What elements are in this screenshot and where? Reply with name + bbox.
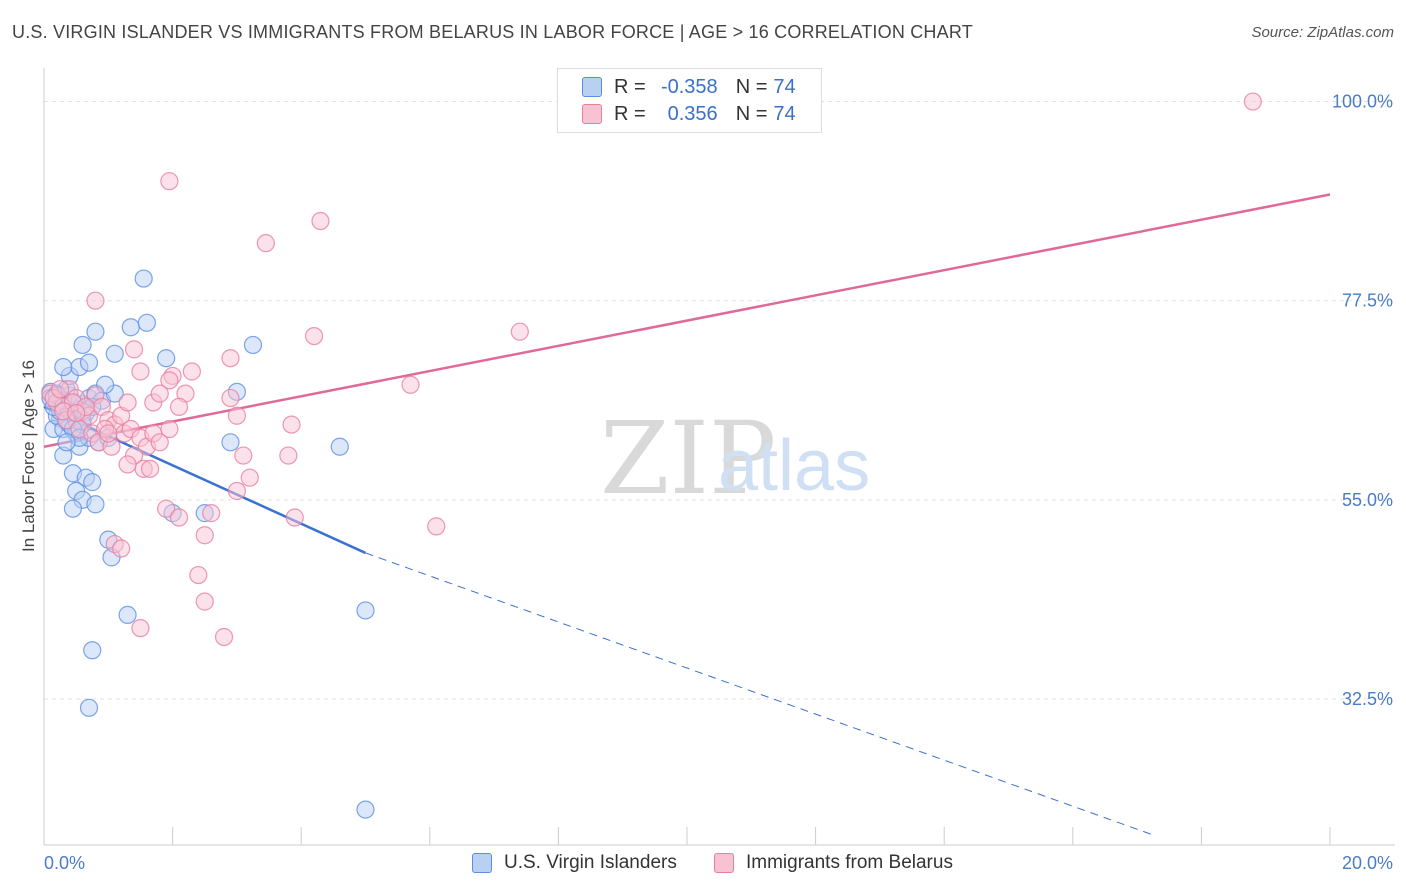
point-belarus xyxy=(140,459,160,478)
bottom-legend-label: U.S. Virgin Islanders xyxy=(504,852,677,873)
point-virgin-islanders xyxy=(134,269,153,288)
point-belarus xyxy=(118,455,137,474)
point-belarus xyxy=(112,539,131,558)
point-belarus xyxy=(227,406,246,425)
point-belarus xyxy=(221,388,240,408)
point-belarus xyxy=(160,172,179,191)
point-virgin-islanders xyxy=(356,601,375,620)
correlation-legend: R = -0.358 N = 74 R = 0.356 N = 74 xyxy=(557,68,822,133)
legend-n-value: 74 xyxy=(773,102,796,125)
chart-title: U.S. VIRGIN ISLANDER VS IMMIGRANTS FROM … xyxy=(12,22,973,42)
point-virgin-islanders xyxy=(54,357,73,377)
point-virgin-islanders xyxy=(79,698,99,717)
point-belarus xyxy=(202,504,221,523)
point-virgin-islanders xyxy=(121,318,140,337)
axes xyxy=(43,68,1395,846)
point-belarus xyxy=(50,380,70,399)
y-tick-label: 77.5% xyxy=(1342,291,1393,311)
legend-n-label: N = xyxy=(735,75,768,98)
point-virgin-islanders xyxy=(330,437,349,456)
point-belarus xyxy=(510,322,529,341)
point-belarus xyxy=(282,415,301,434)
watermark-atlas: atlas xyxy=(718,426,870,506)
point-virgin-islanders xyxy=(86,495,105,514)
point-belarus xyxy=(131,362,150,381)
point-belarus xyxy=(427,517,446,536)
trend-line-virgin-islanders-extrapolated xyxy=(365,552,1157,837)
point-belarus xyxy=(279,446,298,465)
point-belarus xyxy=(131,619,150,638)
point-belarus xyxy=(169,508,189,527)
tick-labels: 32.5% 55.0% 77.5% 100.0% 0.0% 20.0% xyxy=(44,92,1393,873)
point-belarus xyxy=(150,384,169,403)
point-virgin-islanders xyxy=(79,353,99,372)
point-belarus xyxy=(285,508,304,527)
point-belarus xyxy=(214,627,234,647)
legend-swatch-pink xyxy=(582,104,602,124)
point-belarus xyxy=(169,397,189,416)
y-tick-label: 32.5% xyxy=(1342,689,1393,709)
point-virgin-islanders xyxy=(57,433,76,452)
point-virgin-islanders xyxy=(118,605,137,624)
legend-swatch-blue xyxy=(582,77,602,97)
legend-r-label: R = xyxy=(614,75,646,98)
legend-n-label: N = xyxy=(735,102,768,125)
point-virgin-islanders xyxy=(63,499,83,518)
point-virgin-islanders xyxy=(83,473,102,492)
point-virgin-islanders xyxy=(356,800,375,819)
y-tick-label: 55.0% xyxy=(1342,490,1393,510)
y-tick-label: 100.0% xyxy=(1332,92,1393,112)
point-belarus xyxy=(256,234,275,253)
point-belarus xyxy=(189,565,208,585)
legend-r-label: R = xyxy=(614,102,646,125)
point-belarus xyxy=(118,393,137,412)
point-virgin-islanders xyxy=(157,349,176,368)
point-belarus xyxy=(1243,92,1262,111)
bottom-legend-belarus: Immigrants from Belarus xyxy=(714,852,953,874)
point-belarus xyxy=(234,446,253,465)
point-virgin-islanders xyxy=(73,335,92,355)
data-points xyxy=(41,92,1262,819)
legend-n-value: 74 xyxy=(773,75,796,98)
point-belarus xyxy=(157,499,176,518)
point-virgin-islanders xyxy=(83,641,102,660)
point-belarus xyxy=(195,592,214,611)
point-belarus xyxy=(240,468,259,487)
trend-line-belarus xyxy=(43,193,1331,448)
point-belarus xyxy=(67,403,86,423)
legend-r-value: -0.358 xyxy=(660,75,718,98)
point-belarus xyxy=(99,424,118,443)
point-virgin-islanders xyxy=(105,344,124,363)
point-virgin-islanders xyxy=(221,433,240,452)
legend-row-virgin-islanders: R = -0.358 N = 74 xyxy=(582,75,796,99)
point-belarus xyxy=(182,362,201,381)
point-virgin-islanders xyxy=(86,322,105,341)
point-virgin-islanders xyxy=(137,313,156,332)
point-virgin-islanders xyxy=(243,335,263,355)
point-belarus xyxy=(160,419,179,439)
bottom-legend-swatch-blue xyxy=(472,853,492,873)
bottom-legend-swatch-pink xyxy=(714,853,734,873)
point-belarus xyxy=(160,371,179,390)
legend-row-belarus: R = 0.356 N = 74 xyxy=(582,102,796,126)
point-belarus xyxy=(124,340,144,359)
point-belarus xyxy=(195,526,214,545)
bottom-legend-virgin-islanders: U.S. Virgin Islanders xyxy=(472,852,677,874)
point-belarus xyxy=(311,211,330,231)
bottom-legend-label: Immigrants from Belarus xyxy=(746,852,953,873)
source-credit: Source: ZipAtlas.com xyxy=(1251,24,1394,41)
point-belarus xyxy=(86,291,105,310)
watermark-zip: ZIP xyxy=(600,400,776,517)
point-belarus xyxy=(401,375,420,394)
point-belarus xyxy=(221,349,240,368)
point-belarus xyxy=(150,433,169,452)
point-belarus xyxy=(227,481,246,501)
x-tick-label: 20.0% xyxy=(1342,853,1393,873)
point-belarus xyxy=(304,326,324,346)
y-axis-label: In Labor Force | Age > 16 xyxy=(19,360,38,552)
legend-r-value: 0.356 xyxy=(667,102,718,125)
x-tick-label: 0.0% xyxy=(44,853,85,873)
